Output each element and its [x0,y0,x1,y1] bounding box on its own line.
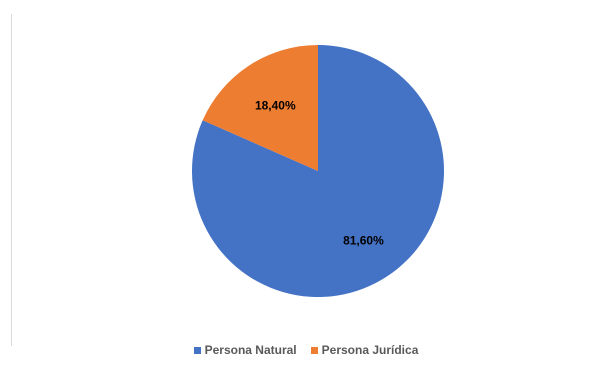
data-label-persona-natural: 81,60% [343,234,384,248]
chart-legend: Persona Natural Persona Jurídica [0,340,612,360]
legend-swatch-persona-juridica [310,346,318,354]
legend-item-persona-juridica: Persona Jurídica [310,343,419,357]
pie-slice-persona-natural [192,45,445,297]
legend-label-persona-natural: Persona Natural [204,343,297,357]
legend-label-persona-juridica: Persona Jurídica [321,343,419,357]
legend-swatch-persona-natural [193,346,201,354]
pie-slice-persona-jur-dica [202,45,318,171]
pie-slices [192,45,445,297]
legend-item-persona-natural: Persona Natural [193,343,297,357]
data-label-persona-jur-dica: 18,40% [255,99,296,113]
chart-border-line [11,14,12,346]
pie-chart: 81,60% 18,40% [192,45,445,297]
pie-data-labels: 81,60% 18,40% [255,99,384,248]
